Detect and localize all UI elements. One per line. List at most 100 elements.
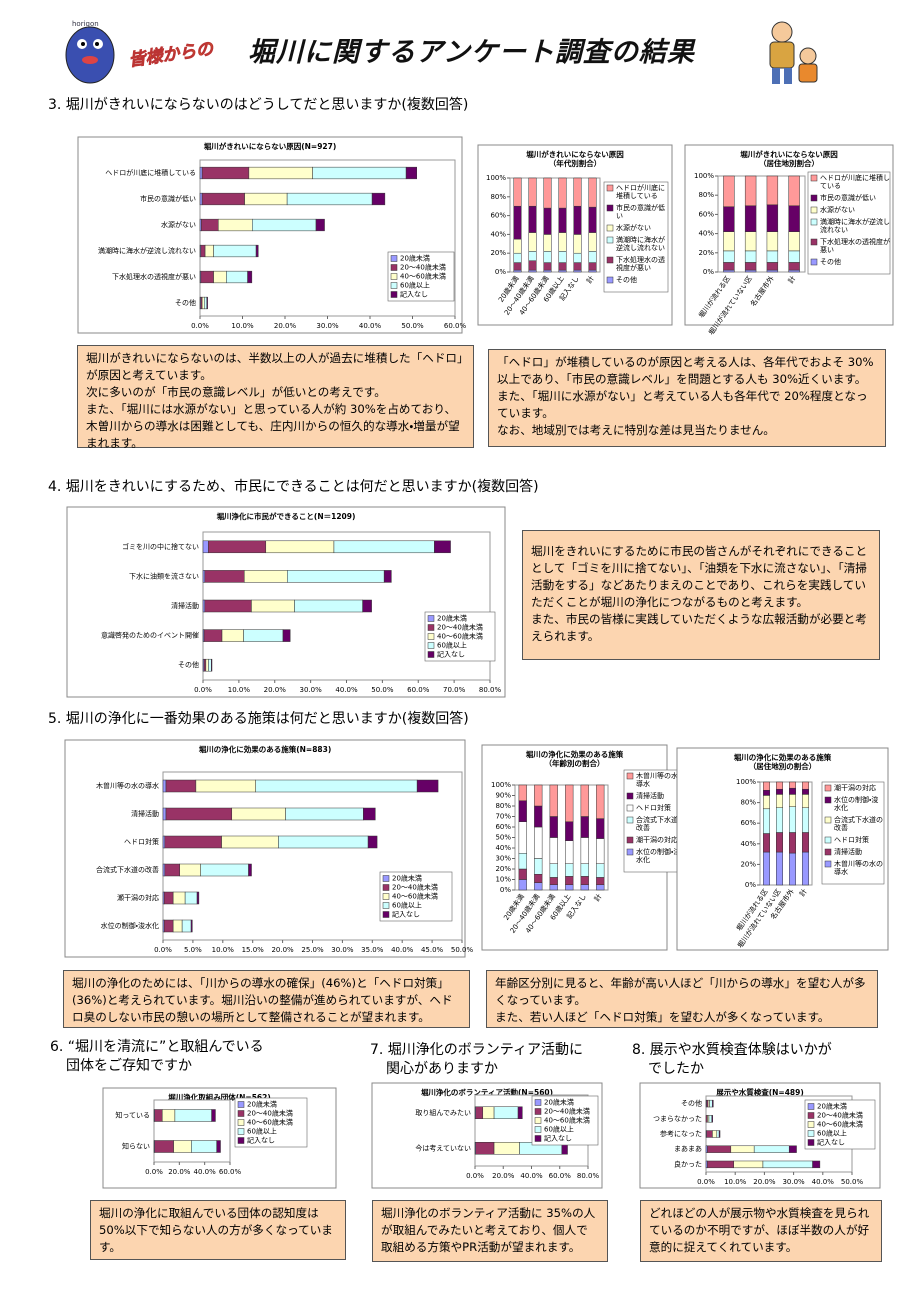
bar-segment xyxy=(580,884,589,891)
bar-segment xyxy=(252,218,317,232)
bar-segment xyxy=(711,1115,713,1123)
bar-segment xyxy=(565,884,574,891)
legend-label: 記入なし xyxy=(544,1135,572,1143)
bar-segment xyxy=(802,794,809,808)
bar-segment xyxy=(766,204,779,232)
bar-segment xyxy=(744,250,757,263)
legend-swatch xyxy=(824,816,832,824)
bar-segment xyxy=(221,835,279,849)
bar-segment xyxy=(588,177,597,208)
legend-swatch xyxy=(382,875,390,882)
bar-segment xyxy=(763,781,770,791)
bar-segment xyxy=(221,629,244,642)
x-tick-label: 10.0% xyxy=(228,686,251,694)
bar-segment xyxy=(788,250,800,263)
bar-segment xyxy=(161,1109,176,1122)
bar-segment xyxy=(744,262,757,271)
heading-line: 団体をご存知ですか xyxy=(66,1058,192,1074)
heading-line: 5. 堀川の浄化に一番効果のある施策は何だと思いますか(複数回答) xyxy=(48,711,469,727)
bar-segment xyxy=(163,891,174,905)
chart-title: 堀川の浄化に効果のある施策 xyxy=(734,752,832,762)
note-box: どれほどの人が展示物や水質検査を見られているのか不明ですが、ほぼ半数の人が好意的… xyxy=(640,1200,882,1262)
x-tick-label: 40.0% xyxy=(520,1172,543,1180)
legend-label: 満潮時に海水が逆流し流れない xyxy=(616,235,665,252)
chart-title: 堀川浄化のボランティア活動(N=560) xyxy=(421,1087,553,1097)
bar-segment xyxy=(518,784,527,801)
section-heading: 5. 堀川の浄化に一番効果のある施策は何だと思いますか(複数回答) xyxy=(48,710,469,729)
bar-segment xyxy=(493,1142,520,1155)
bar-segment xyxy=(588,251,597,263)
bar-segment xyxy=(282,629,291,642)
x-tick-label: 45.0% xyxy=(421,946,444,954)
legend-swatch xyxy=(807,1112,815,1119)
bar-segment xyxy=(244,570,288,583)
legend-swatch xyxy=(382,902,390,909)
note-box: 堀川がきれいにならないのは、半数以上の人が過去に堆積した「ヘドロ」が原因と考えて… xyxy=(77,345,474,450)
bar-segment xyxy=(216,1140,221,1153)
bar-segment xyxy=(802,832,809,853)
bar-segment xyxy=(788,231,800,252)
heading-line: 7. 堀川浄化のボランティア活動に xyxy=(370,1042,583,1058)
legend-swatch xyxy=(427,651,435,658)
y-tick-label: 参考になった xyxy=(660,1129,702,1138)
bar-segment xyxy=(202,570,206,583)
bar-segment xyxy=(205,658,209,672)
bar-segment xyxy=(763,795,770,810)
legend-label: ヘドロ対策 xyxy=(636,803,671,812)
bar-segment xyxy=(165,779,197,793)
legend-label: 20～40歳未満 xyxy=(544,1107,590,1116)
y-tick-label: 満潮時に海水が逆流し流れない xyxy=(98,246,196,255)
bar-segment xyxy=(776,788,783,795)
bar-segment xyxy=(202,540,209,554)
legend-swatch xyxy=(807,1103,815,1110)
bar-segment xyxy=(294,599,363,613)
plot-area xyxy=(509,177,601,273)
heading-line: 4. 堀川をきれいにするため、市民にできることは何だと思いますか(複数回答) xyxy=(48,479,539,495)
bar-segment xyxy=(802,807,809,833)
y-tick-label: 20% xyxy=(490,249,506,257)
legend-label: 記入なし xyxy=(817,1139,845,1147)
chart-title: 堀川の浄化に効果のある施策(N=883) xyxy=(199,744,332,754)
y-tick-label: 下水処理水の透視度が悪い xyxy=(112,272,196,281)
bar-segment xyxy=(285,807,364,821)
bar-segment xyxy=(195,779,256,793)
bar-segment xyxy=(763,808,770,834)
note-text: 堀川をきれいにするために市民の皆さんがそれぞれにできることとして「ゴミを川に捨て… xyxy=(531,544,868,609)
bar-segment xyxy=(416,779,439,793)
y-tick-label: ヘドロが川底に堆積している xyxy=(105,168,196,177)
bar-segment xyxy=(154,1109,163,1122)
x-tick-label: 40.0% xyxy=(812,1178,835,1186)
legend-label: 記入なし xyxy=(392,911,420,919)
bar-segment xyxy=(201,296,205,310)
page-title: 堀川に関するアンケート調査の結果 xyxy=(248,37,695,68)
bar-segment xyxy=(802,781,809,790)
legend-label: 20歳未満 xyxy=(247,1100,277,1109)
legend-label: 20歳未満 xyxy=(400,254,430,263)
bar-segment xyxy=(513,269,522,273)
bar-segment xyxy=(208,540,267,554)
legend-swatch xyxy=(427,633,435,640)
bar-segment xyxy=(789,832,796,854)
legend-label: 20歳未満 xyxy=(817,1102,847,1111)
x-tick-label: 40.0% xyxy=(194,1168,217,1176)
bar-segment xyxy=(723,206,735,232)
note-box: 堀川をきれいにするために市民の皆さんがそれぞれにできることとして「ゴミを川に捨て… xyxy=(522,530,880,660)
legend-box xyxy=(807,171,891,275)
x-tick-label: 20.0% xyxy=(753,1178,776,1186)
heading-line: 3. 堀川がきれいにならないのはどうしてだと思いますか(複数回答) xyxy=(48,97,469,113)
bar-segment xyxy=(788,262,800,271)
bar-segment xyxy=(517,1106,523,1119)
x-tick-label: 30.0% xyxy=(316,322,339,330)
bar-segment xyxy=(573,252,582,263)
bar-segment xyxy=(580,837,589,864)
bar-segment xyxy=(588,232,597,252)
legend-label: 20～40歳未満 xyxy=(437,623,483,632)
bar-segment xyxy=(211,1109,216,1122)
x-tick-label: 40.0% xyxy=(391,946,414,954)
bar-segment xyxy=(565,784,574,822)
legend-label: 市民の意識が低い xyxy=(616,203,665,220)
legend-label: 60歳以上 xyxy=(437,641,467,650)
y-tick-label: 意識啓発のためのイベント開催 xyxy=(101,631,199,640)
bar-segment xyxy=(287,570,385,583)
